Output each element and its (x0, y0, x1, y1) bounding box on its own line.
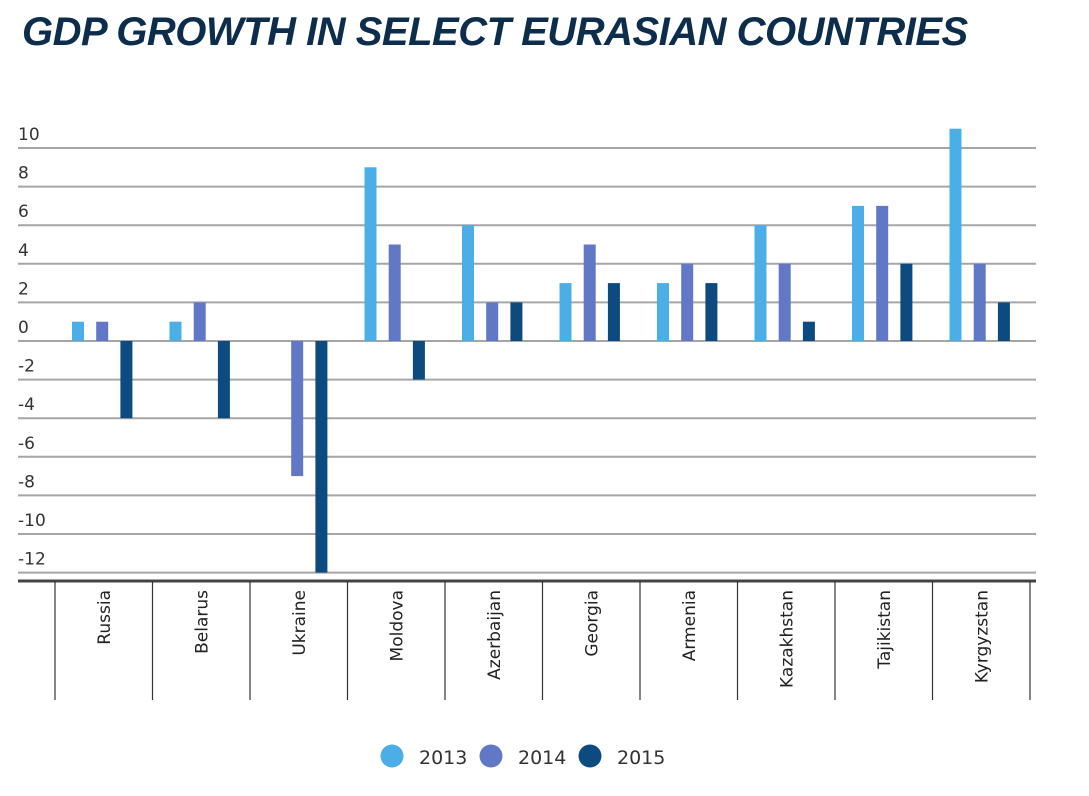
x-tick-label: Ukraine (290, 590, 310, 656)
bar-2015-kazakhstan (802, 321, 815, 341)
legend-marker (479, 744, 503, 768)
x-tick-label: Moldova (387, 590, 407, 661)
y-tick-label: -10 (18, 511, 46, 531)
x-axis: Russia Belarus Ukraine Moldova Azerbaijan Geo… (18, 579, 1036, 700)
bar-2013-kyrgyzstan (949, 128, 962, 341)
bar-2014-tajikistan (876, 205, 889, 341)
y-tick-label: -8 (18, 472, 35, 492)
bar-2013-russia (72, 321, 84, 341)
bar-2015-ukraine (315, 341, 328, 573)
bar-2015-azerbaijan (510, 302, 523, 341)
x-tick-label: Kazakhstan (777, 590, 797, 688)
bar-2013-georgia (559, 283, 572, 341)
chart-title: GDP GROWTH IN SELECT EURASIAN COUNTRIES (22, 10, 968, 54)
x-tick-label: Kyrgyzstan (972, 590, 992, 683)
bar-2015-belarus (217, 341, 230, 419)
y-tick-label: 4 (18, 241, 29, 261)
bar-2013-tajikistan (852, 205, 864, 341)
bar-2014-kyrgyzstan (973, 263, 986, 341)
x-tick-label: Belarus (192, 590, 212, 654)
x-tick-label: Tajikistan (875, 590, 895, 670)
bar-2014-belarus (193, 302, 206, 341)
bar-2015-tajikistan (900, 263, 913, 341)
legend: 2013 2014 2015 (380, 744, 665, 769)
x-tick-label: Armenia (680, 590, 700, 661)
y-tick-label: 0 (18, 318, 29, 338)
bar-2015-russia (120, 341, 133, 419)
bar-2014-kazakhstan (778, 263, 791, 341)
bars (72, 128, 1010, 573)
bar-2014-azerbaijan (486, 302, 499, 341)
gridlines (18, 147, 1036, 574)
bar-2014-georgia (583, 244, 596, 341)
bar-2013-armenia (657, 283, 669, 341)
bar-2013-azerbaijan (462, 225, 474, 341)
bar-2013-moldova (364, 167, 377, 341)
x-tick-label: Georgia (582, 590, 602, 657)
legend-marker (578, 744, 602, 768)
legend-label: 2014 (518, 747, 566, 769)
bar-2014-moldova (388, 244, 401, 341)
y-tick-label: -12 (18, 550, 46, 570)
y-tick-label: -4 (18, 395, 35, 415)
y-tick-label: 6 (18, 202, 29, 222)
bar-2014-russia (96, 321, 109, 341)
x-tick-label: Azerbaijan (485, 590, 505, 680)
x-tick-label: Russia (95, 590, 115, 645)
legend-marker (380, 744, 404, 768)
bar-2015-moldova (412, 341, 425, 380)
y-tick-label: 2 (18, 279, 29, 299)
legend-item-2015: 2015 (578, 744, 665, 769)
legend-label: 2015 (617, 747, 665, 769)
bar-2013-belarus (169, 321, 182, 341)
y-tick-label: -6 (18, 434, 35, 454)
y-tick-label: 10 (18, 125, 40, 145)
legend-item-2014: 2014 (479, 744, 566, 769)
y-axis-tick-labels: 10 8 6 4 2 0 -2 -4 -6 -8 -10 -12 (18, 125, 46, 570)
bar-2014-ukraine (291, 341, 304, 477)
y-tick-label: 8 (18, 164, 29, 184)
legend-label: 2013 (419, 747, 467, 769)
bar-2013-kazakhstan (754, 225, 767, 341)
bar-2015-georgia (607, 283, 620, 341)
bar-2014-armenia (681, 263, 694, 341)
y-tick-label: -2 (18, 357, 35, 377)
bar-2015-kyrgyzstan (997, 302, 1010, 341)
legend-item-2013: 2013 (380, 744, 467, 769)
bar-2015-armenia (705, 283, 718, 341)
